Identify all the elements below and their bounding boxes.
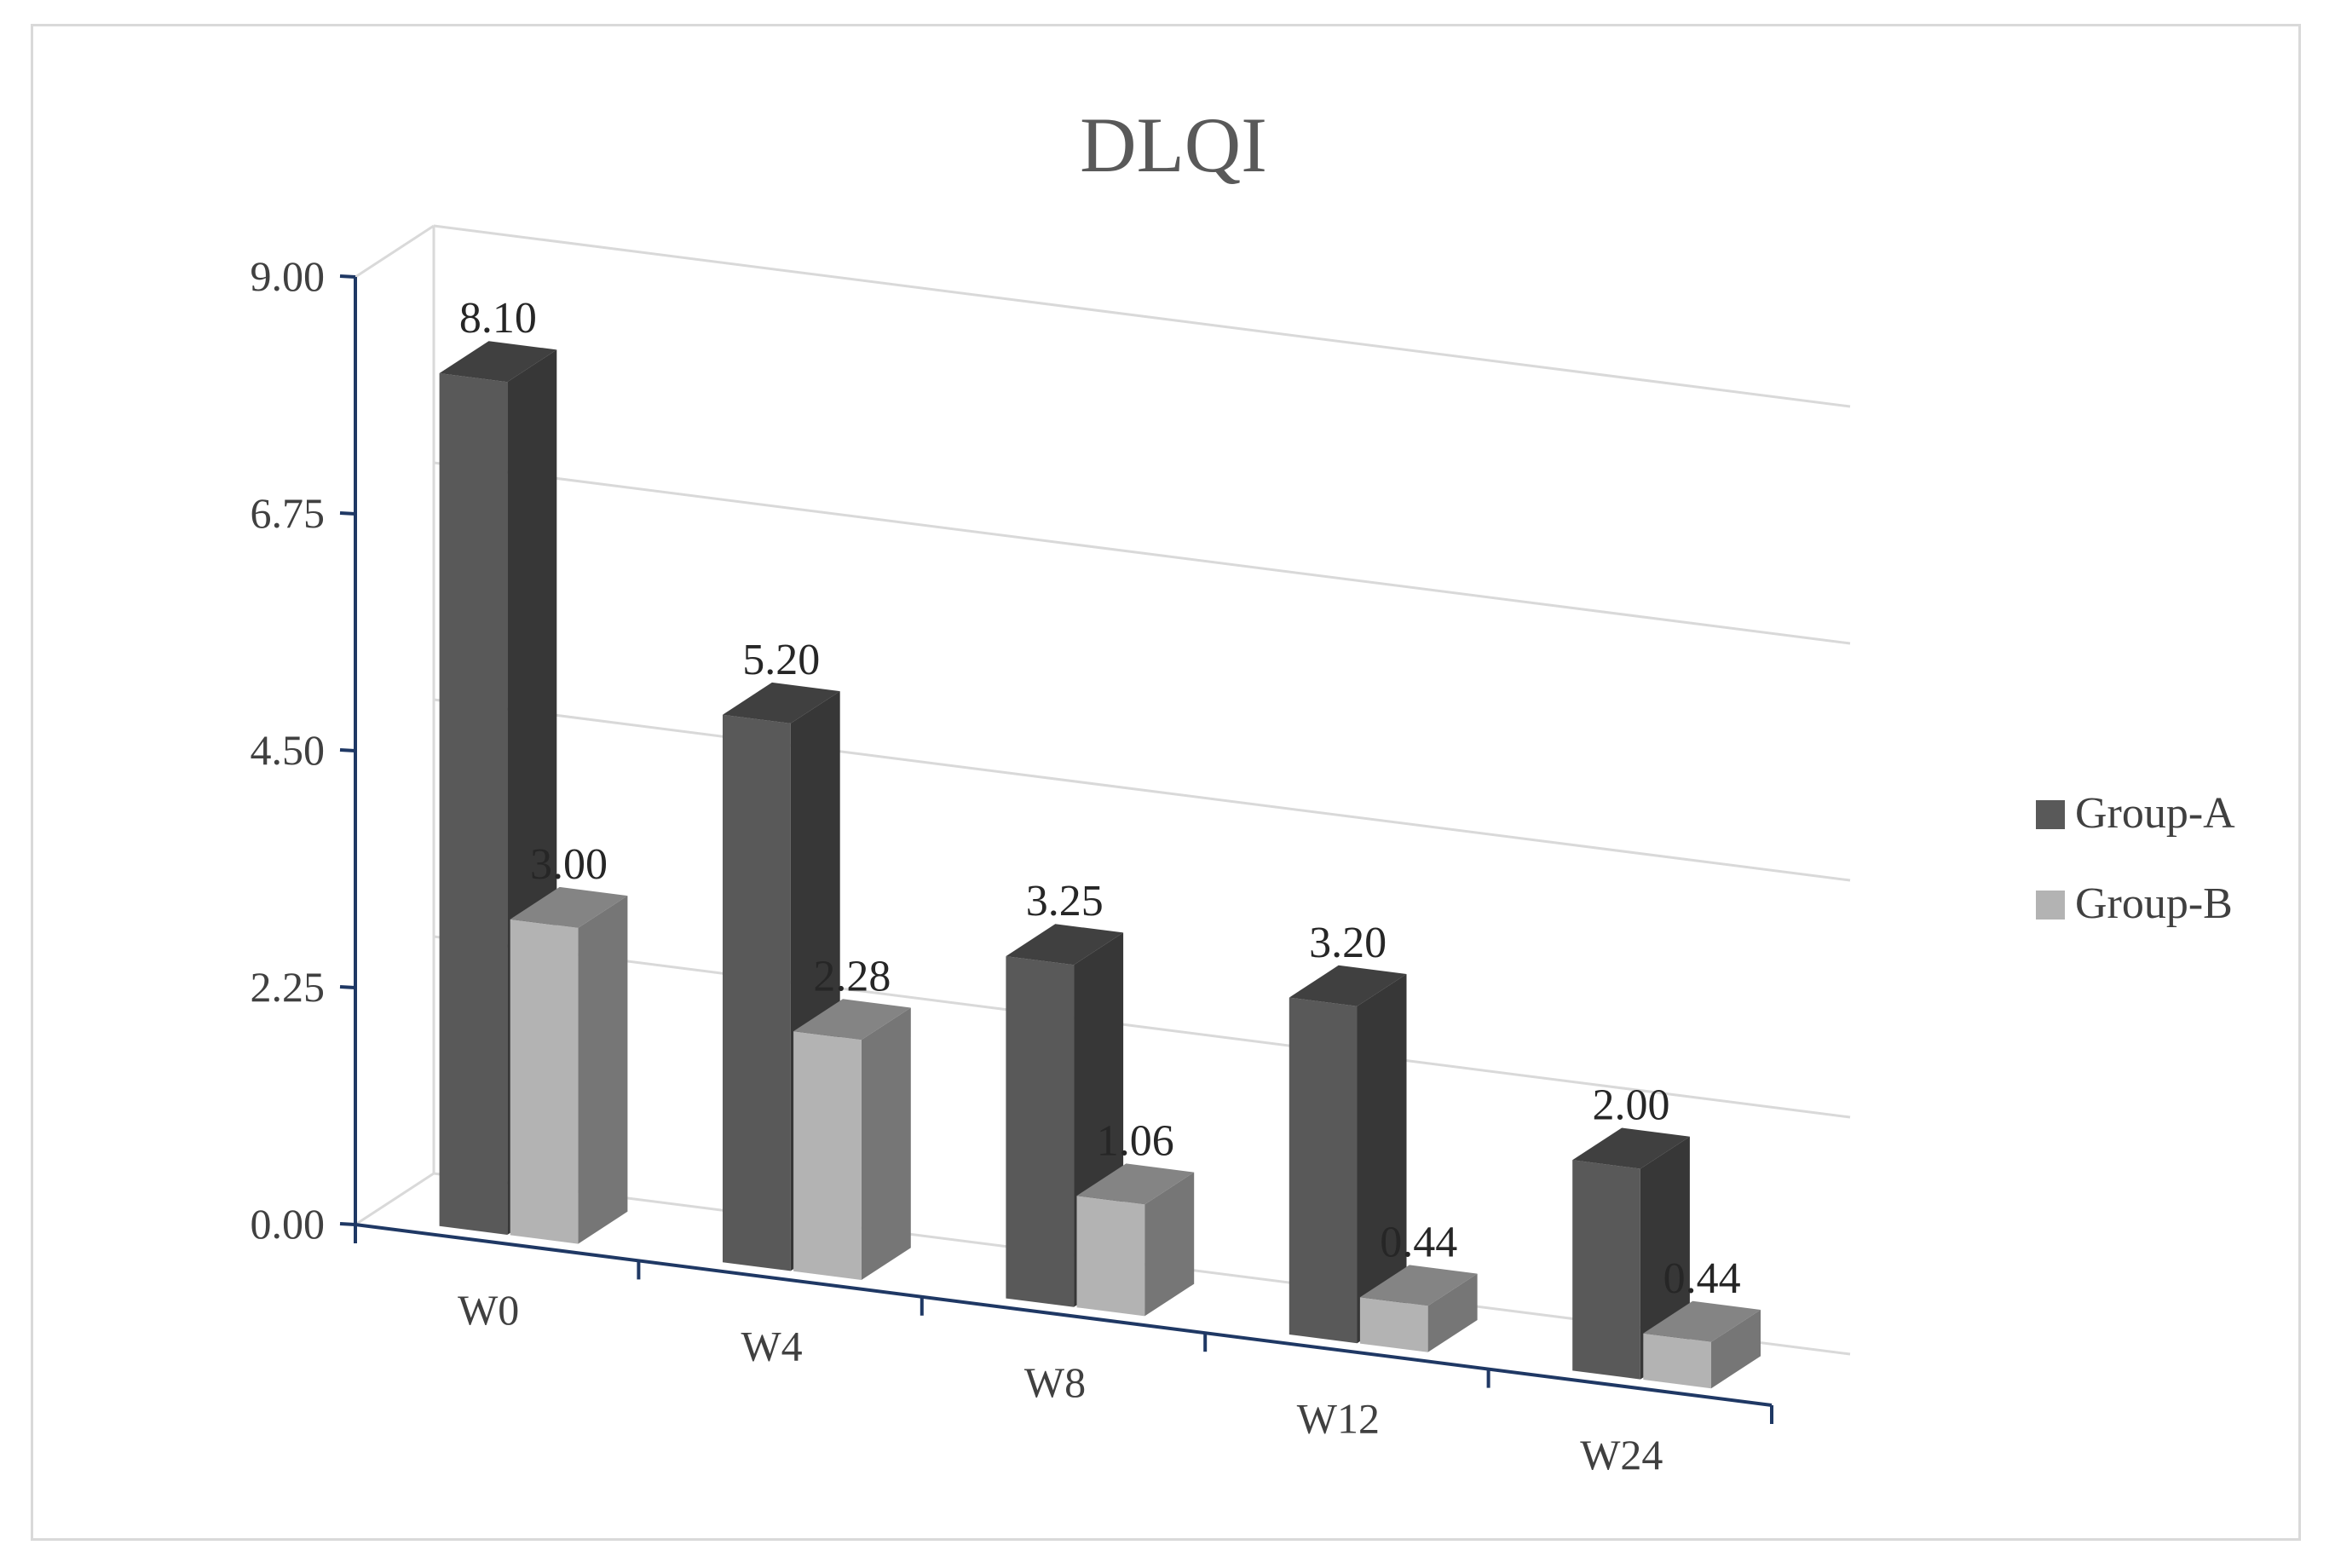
y-tick	[339, 274, 356, 279]
bar-group-b-w4	[793, 999, 911, 1280]
data-label: 1.06	[1097, 1116, 1174, 1165]
bar-top-face	[723, 682, 840, 723]
bar-side-face	[1144, 1172, 1195, 1317]
bar-top-face	[793, 999, 911, 1041]
y-tick-label: 9.00	[251, 252, 326, 300]
y-tick	[339, 985, 356, 989]
legend-entry-group-a: Group-A	[2036, 789, 2235, 838]
gridline	[433, 698, 1851, 882]
y-tick-label: 2.25	[251, 963, 326, 1011]
y-tick	[339, 511, 356, 516]
bar-front-face	[1289, 997, 1358, 1344]
x-tick-label: W24	[1580, 1431, 1663, 1479]
axes	[339, 274, 1773, 1424]
chart-frame: 8.10 3.00 5.20 2.28 3.25 1.06 3.20 0.44 2.00 0.44…	[31, 24, 2301, 1541]
bar-front-face	[1572, 1160, 1640, 1380]
bar-front-face	[1076, 1196, 1145, 1317]
legend-swatch	[2036, 800, 2065, 829]
bar-front-face	[723, 714, 791, 1271]
bar-top-face	[1006, 924, 1124, 966]
bar-group-a-w0	[439, 341, 557, 1235]
bar-front-face	[439, 373, 508, 1235]
side-wall-top-edge	[355, 224, 435, 279]
bar-front-face	[793, 1031, 862, 1280]
legend: Group-A Group-B	[2036, 789, 2235, 928]
x-axis-line	[355, 1223, 1773, 1407]
chart-svg: 8.10 3.00 5.20 2.28 3.25 1.06 3.20 0.44 2.00 0.44…	[251, 101, 2236, 1479]
bars	[439, 341, 1761, 1389]
bar-group-b-w24	[1643, 1300, 1761, 1389]
x-tick-label: W12	[1297, 1394, 1380, 1442]
data-label: 8.10	[459, 294, 537, 343]
data-label: 2.00	[1593, 1081, 1670, 1130]
labels: 8.10 3.00 5.20 2.28 3.25 1.06 3.20 0.44 2.00 0.44…	[251, 252, 1741, 1479]
floor-left-edge	[355, 1172, 435, 1226]
data-label: 3.20	[1309, 919, 1387, 967]
y-tick	[339, 1222, 356, 1226]
data-label: 5.20	[742, 636, 820, 684]
data-label: 2.28	[813, 952, 891, 1000]
bar-front-face	[1359, 1297, 1428, 1352]
legend-label: Group-B	[2075, 879, 2233, 928]
data-label: 3.25	[1026, 877, 1104, 925]
bar-top-face	[1359, 1265, 1478, 1306]
x-tick-label: W8	[1024, 1358, 1086, 1406]
gridlines	[433, 224, 1851, 1356]
bar-top-face	[1643, 1300, 1761, 1342]
gridline	[433, 461, 1851, 645]
bar-top-face	[439, 341, 557, 383]
bar-side-face	[1711, 1310, 1761, 1389]
bar-group-b-w8	[1076, 1163, 1195, 1317]
bar-group-b-w0	[510, 886, 628, 1244]
x-tick-label: W4	[741, 1323, 802, 1370]
y-tick-label: 0.00	[251, 1200, 326, 1248]
bar-front-face	[1006, 956, 1075, 1307]
y-tick-label: 4.50	[251, 726, 326, 774]
legend-swatch	[2036, 891, 2065, 919]
y-tick-label: 6.75	[251, 489, 326, 537]
bar-top-face	[510, 886, 628, 928]
bar-side-face	[1427, 1273, 1478, 1352]
gridline	[433, 224, 1851, 408]
gridline	[433, 935, 1851, 1119]
x-tick-label: W0	[458, 1286, 519, 1334]
legend-entry-group-b: Group-B	[2036, 879, 2233, 928]
bar-group-b-w12	[1359, 1265, 1478, 1352]
bar-side-face	[578, 896, 628, 1244]
bar-front-face	[1643, 1333, 1711, 1389]
bar-top-face	[1076, 1163, 1195, 1205]
bar-group-a-w12	[1289, 965, 1407, 1344]
data-label: 0.44	[1663, 1254, 1741, 1303]
bar-top-face	[1572, 1127, 1690, 1169]
bar-top-face	[1289, 965, 1407, 1006]
y-tick	[339, 748, 356, 752]
legend-label: Group-A	[2075, 789, 2235, 838]
bar-side-face	[861, 1007, 911, 1280]
data-label: 0.44	[1380, 1218, 1457, 1266]
chart-title: DLQI	[1080, 101, 1267, 188]
bar-front-face	[510, 919, 579, 1244]
chart-walls	[355, 224, 435, 1226]
bar-side-face	[1357, 974, 1407, 1344]
data-label: 3.00	[530, 840, 608, 889]
